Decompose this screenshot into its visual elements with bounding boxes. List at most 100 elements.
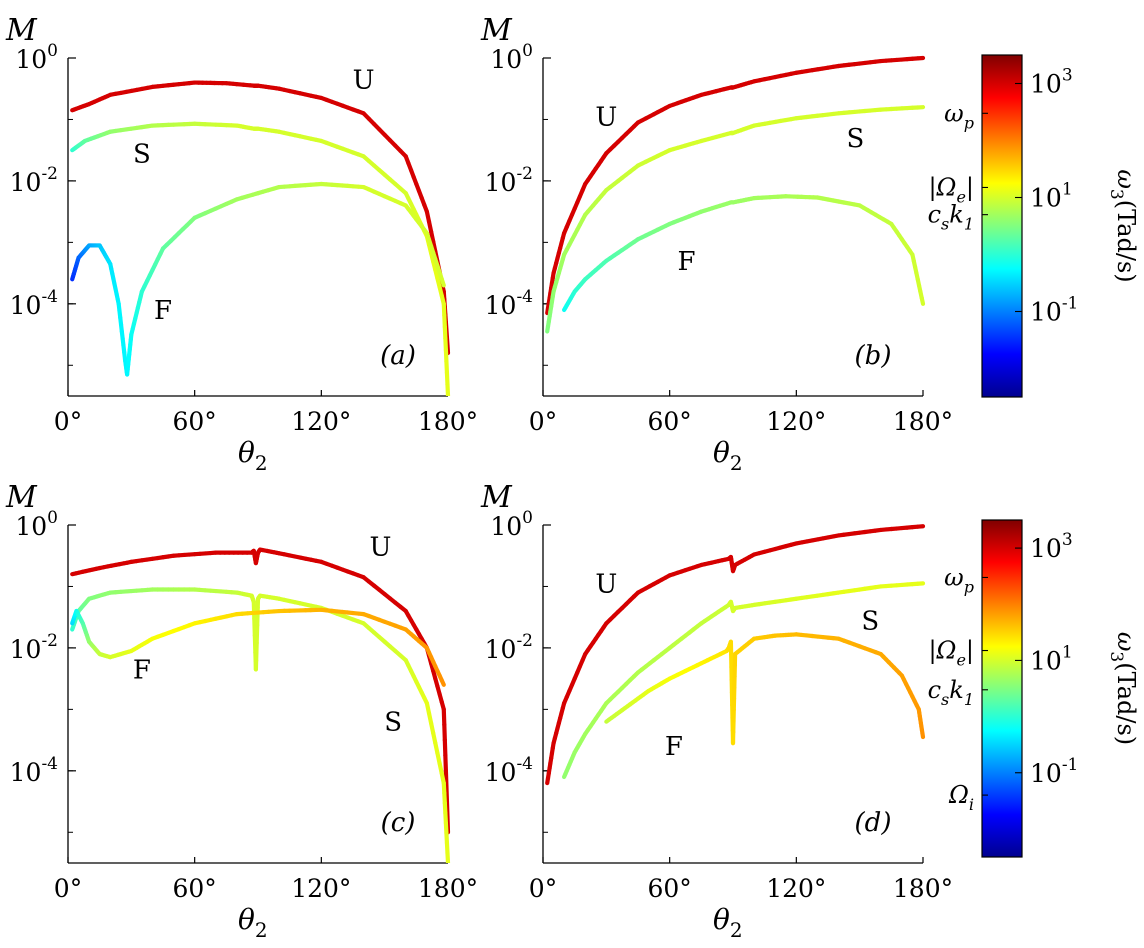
y-axis-label: M xyxy=(5,480,38,515)
y-tick-label: 100 xyxy=(490,508,533,541)
x-tick-label: 60° xyxy=(648,407,692,436)
curve-label-U: U xyxy=(595,102,617,132)
colorbar-tick-label: 103 xyxy=(1030,530,1073,563)
series-U-segment xyxy=(441,707,447,727)
y-tick-label: 100 xyxy=(490,41,533,74)
x-axis-label: θ2 xyxy=(238,436,268,475)
colorbar-bottom: 103 101 10-1 ω3(Tad/s) ωp |Ωe| csk1 Ωi xyxy=(928,519,1140,858)
series-U-segment xyxy=(443,768,449,789)
series-S xyxy=(562,581,926,780)
series-F xyxy=(604,632,926,746)
x-tick-label: 0° xyxy=(54,407,82,436)
frequency-marker-label: ωp xyxy=(944,99,974,132)
series-S-segment xyxy=(445,850,451,863)
colorbars: 10310110-1ω3(Tad/s)ωp|Ωe|csk110310110-1ω… xyxy=(928,54,1140,858)
x-axis-label: θ2 xyxy=(238,903,268,942)
series-F-segment xyxy=(439,276,446,288)
y-axis-label: M xyxy=(480,480,513,515)
frequency-marker-label: csk1 xyxy=(928,201,974,234)
series-U xyxy=(70,80,451,356)
panel-label: (c) xyxy=(381,808,416,838)
curve-label-F: F xyxy=(665,732,683,762)
panel-d: 0° 60° 120° 180° 100 10-2 10-4 Mθ2 (d) U S F xyxy=(480,480,953,942)
curve-label-F: F xyxy=(154,296,172,326)
frequency-marker-label: Ωi xyxy=(948,781,974,814)
series-S xyxy=(545,105,926,334)
frequency-marker-label: csk1 xyxy=(928,676,974,709)
curve-label-S: S xyxy=(133,139,151,169)
y-tick-label: 10-4 xyxy=(485,287,533,320)
y-tick-label: 10-2 xyxy=(10,164,58,197)
series-U-segment xyxy=(444,784,450,804)
series-U xyxy=(545,524,926,786)
colorbar-tick-label: 101 xyxy=(1030,180,1073,213)
series-F xyxy=(562,194,926,313)
y-axis-label: M xyxy=(480,13,513,48)
panel-label: (b) xyxy=(855,341,892,371)
x-tick-label: 120° xyxy=(766,874,826,903)
series-group xyxy=(545,524,926,786)
series-S-segment xyxy=(445,382,451,396)
x-axis-label: θ2 xyxy=(713,903,743,942)
series-S xyxy=(70,121,451,396)
y-tick-label: 10-2 xyxy=(485,631,533,664)
colorbar-title: ω3(Tad/s) xyxy=(1106,169,1140,282)
colorbar-top: 103 101 10-1 ω3(Tad/s) ωp |Ωe|csk1 xyxy=(928,54,1140,398)
series-U-segment xyxy=(442,737,448,758)
x-axis-label: θ2 xyxy=(713,436,743,475)
y-tick-label: 10-4 xyxy=(10,287,58,320)
series-F-segment xyxy=(439,678,446,687)
panel-label: (a) xyxy=(380,341,416,371)
series-U-segment xyxy=(443,753,448,773)
colorbar-tick-label: 10-1 xyxy=(1030,755,1078,788)
x-tick-label: 180° xyxy=(893,407,953,436)
series-group xyxy=(70,80,451,396)
panel-label: (d) xyxy=(855,808,892,838)
y-tick-label: 10-4 xyxy=(10,754,58,787)
curve-label-S: S xyxy=(861,606,879,636)
panel-a: 0° 60° 120° 180° 100 10-2 10-4 Mθ2 (a) U S F xyxy=(5,13,478,475)
x-tick-label: 120° xyxy=(291,407,351,436)
x-tick-label: 180° xyxy=(893,874,953,903)
x-tick-label: 120° xyxy=(291,874,351,903)
y-tick-label: 10-2 xyxy=(10,631,58,664)
x-tick-label: 0° xyxy=(529,407,557,436)
x-tick-label: 180° xyxy=(418,874,478,903)
colorbar-gradient xyxy=(981,54,1023,398)
frequency-marker-label: ωp xyxy=(944,563,974,596)
panels: 0° 60° 120° 180° 100 10-2 10-4 Mθ2 (a) U S F 0° 60° 12… xyxy=(5,13,953,942)
series-group xyxy=(545,55,926,334)
curve-label-S: S xyxy=(847,124,865,154)
panel-c: 0° 60° 120° 180° 100 10-2 10-4 Mθ2 (c) U S F xyxy=(5,480,478,942)
series-F xyxy=(70,181,446,377)
frequency-marker-label: |Ωe| xyxy=(928,637,974,670)
colorbar-title: ω3(Tad/s) xyxy=(1106,632,1140,745)
curve-label-S: S xyxy=(384,708,402,738)
series-U-segment xyxy=(442,722,447,743)
y-axis-label: M xyxy=(5,13,38,48)
x-tick-label: 180° xyxy=(418,407,478,436)
y-tick-label: 100 xyxy=(15,41,58,74)
x-tick-label: 0° xyxy=(529,874,557,903)
curve-label-U: U xyxy=(353,66,375,96)
colorbar-tick-label: 10-1 xyxy=(1030,294,1078,327)
x-tick-label: 60° xyxy=(648,874,692,903)
x-tick-label: 60° xyxy=(173,407,217,436)
series-F-segment xyxy=(920,731,926,740)
x-tick-label: 0° xyxy=(54,874,82,903)
frequency-marker-label: |Ωe| xyxy=(928,173,974,206)
series-F-segment xyxy=(919,295,926,306)
y-tick-label: 10-2 xyxy=(485,164,533,197)
curve-label-U: U xyxy=(595,569,617,599)
series-F xyxy=(70,607,446,687)
series-U xyxy=(545,55,926,316)
y-tick-label: 10-4 xyxy=(485,754,533,787)
x-tick-label: 120° xyxy=(766,407,826,436)
curve-label-F: F xyxy=(678,247,696,277)
y-tick-label: 100 xyxy=(15,508,58,541)
panel-b: 0° 60° 120° 180° 100 10-2 10-4 Mθ2 (b) U S F xyxy=(480,13,953,475)
series-group xyxy=(70,547,451,863)
colorbar-tick-label: 101 xyxy=(1030,642,1073,675)
x-tick-label: 60° xyxy=(173,874,217,903)
